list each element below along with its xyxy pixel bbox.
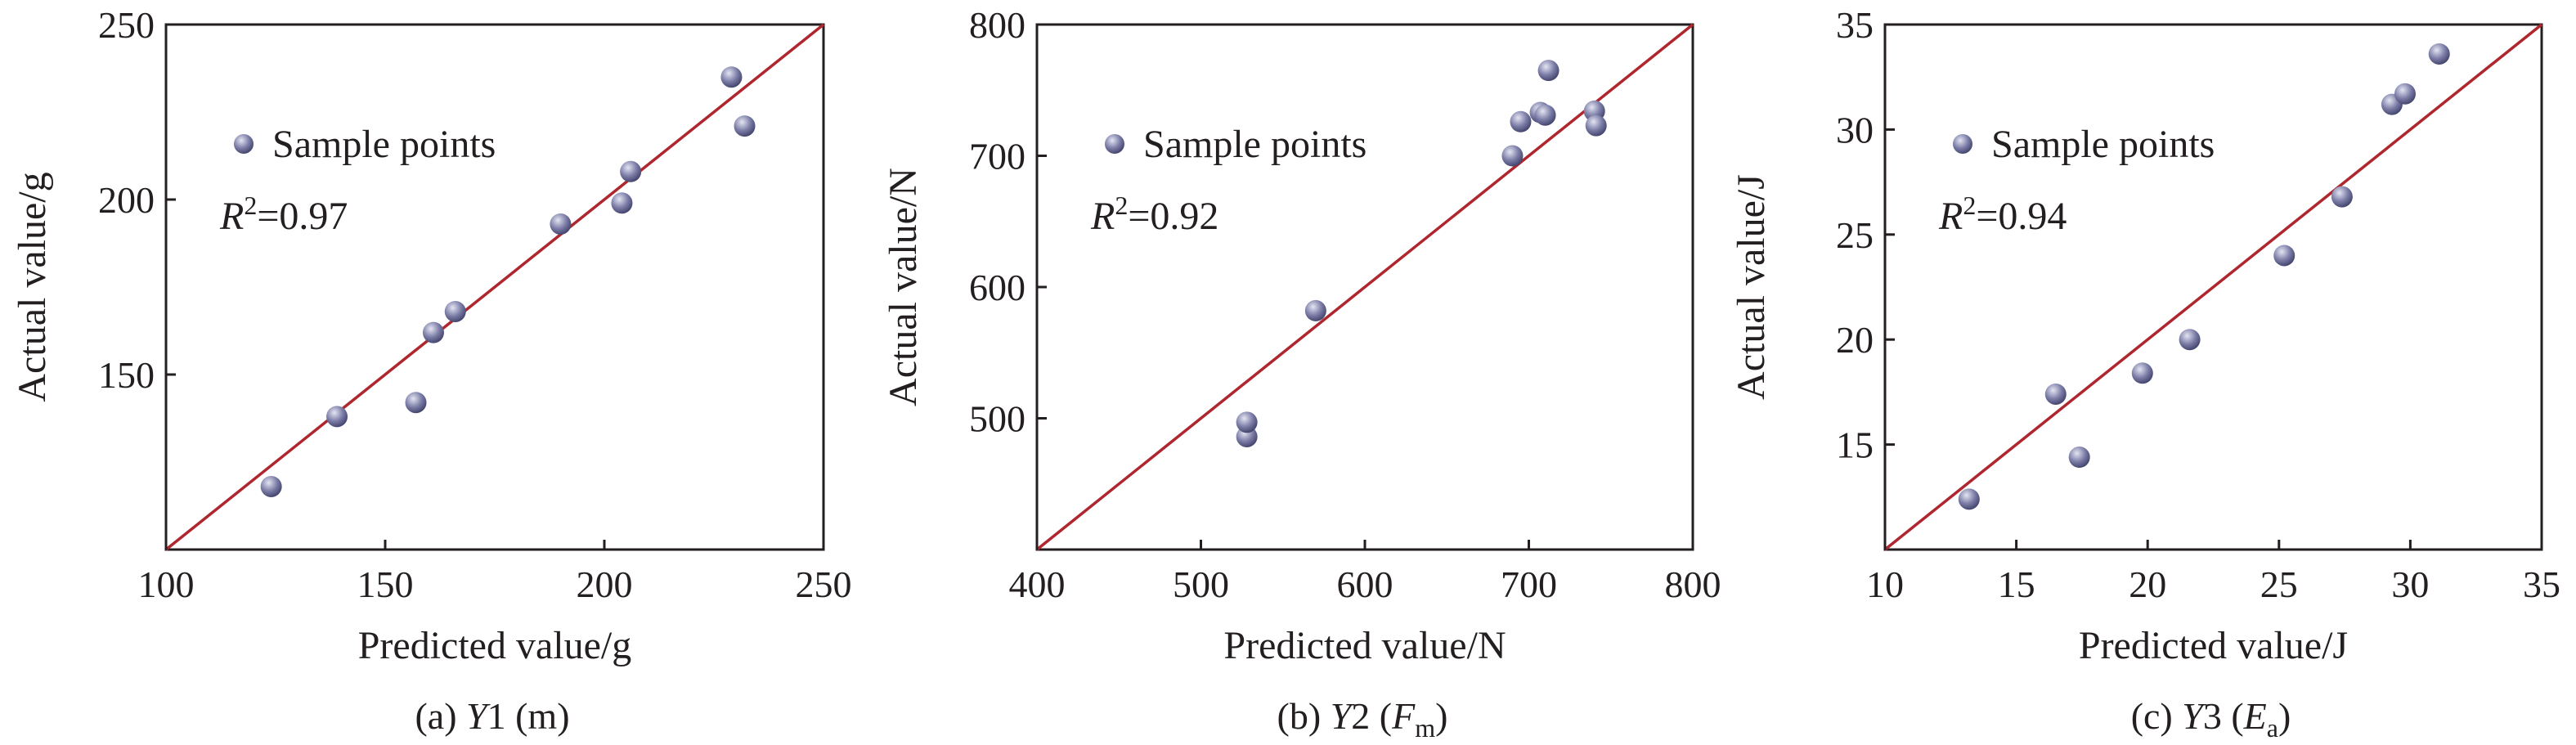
data-point [2068, 447, 2090, 469]
y-tick-label: 30 [1836, 109, 1874, 150]
data-point [2394, 83, 2416, 105]
x-tick-label: 25 [2260, 563, 2298, 605]
x-axis-label: Predicted value/g [358, 624, 632, 667]
x-tick-label: 35 [2523, 563, 2560, 605]
x-tick-label: 250 [796, 563, 852, 605]
chart-panel-1: 100 150 200 250 150 200 250 Predicted value/g Ac… [11, 4, 852, 737]
x-axis-label: Predicted value/J [2079, 624, 2348, 667]
r-squared-annotation: R2=0.97 [219, 191, 348, 238]
data-point [1501, 145, 1524, 167]
y-tick-label: 200 [98, 179, 155, 221]
chart-panel-3: 10 15 20 25 30 35 15 20 25 30 35 Predicted value/J A… [1730, 4, 2560, 743]
x-tick-label: 10 [1866, 563, 1904, 605]
y-tick-label: 20 [1836, 319, 1874, 361]
y-tick-label: 600 [969, 267, 1025, 308]
data-point [1304, 299, 1326, 321]
plot-frame [1883, 23, 2543, 551]
x-tick-label: 600 [1337, 563, 1393, 605]
data-point [734, 115, 756, 137]
data-point [620, 160, 642, 182]
panel-caption: (c) Y3 (Ea) [2131, 695, 2291, 743]
y-tick-label: 800 [969, 4, 1025, 46]
x-tick-label: 15 [1998, 563, 2035, 605]
x-tick-label: 150 [357, 563, 414, 605]
x-tick-label: 200 [577, 563, 633, 605]
x-tick-label: 100 [138, 563, 195, 605]
x-axis-label: Predicted value/N [1223, 624, 1506, 667]
y-tick-label: 15 [1836, 424, 1874, 466]
y-axis-label: Actual value/N [882, 168, 925, 406]
x-tick-label: 400 [1009, 563, 1066, 605]
y-tick-label: 500 [969, 398, 1025, 440]
data-point [550, 213, 572, 235]
data-point [2273, 245, 2296, 267]
data-point [1585, 114, 1607, 137]
x-tick-label: 800 [1665, 563, 1721, 605]
y-tick-label: 150 [98, 354, 155, 396]
plot-frame [164, 23, 825, 551]
legend-marker [1953, 134, 1972, 154]
y-tick-label: 250 [98, 4, 155, 46]
reference-line [1035, 23, 1694, 551]
data-point [326, 406, 348, 428]
panel-caption: (b) Y2 (Fm) [1277, 695, 1448, 743]
legend-label: Sample points [1991, 123, 2215, 166]
data-point [2331, 186, 2353, 208]
data-point [1534, 104, 1556, 126]
y-axis-label: Actual value/g [11, 172, 54, 402]
data-point [2428, 43, 2450, 65]
y-tick-label: 700 [969, 136, 1025, 177]
legend-label: Sample points [1143, 123, 1367, 166]
data-point [2044, 383, 2067, 405]
legend-marker [1105, 134, 1124, 154]
y-tick-label: 35 [1836, 4, 1874, 46]
data-point [1958, 488, 1980, 510]
r-squared-annotation: R2=0.94 [1938, 191, 2067, 238]
data-point [2131, 362, 2153, 384]
x-tick-label: 500 [1173, 563, 1229, 605]
r-squared-annotation: R2=0.92 [1090, 191, 1218, 238]
data-point [1537, 60, 1560, 82]
data-point [720, 66, 743, 88]
x-tick-label: 20 [2129, 563, 2166, 605]
reference-line [164, 23, 825, 551]
x-tick-label: 700 [1501, 563, 1557, 605]
y-tick-label: 25 [1836, 214, 1874, 256]
data-point [2179, 329, 2201, 351]
chart-panel-2: 400 500 600 700 800 500 600 700 800 Predicted val… [882, 4, 1721, 743]
data-point [422, 321, 444, 343]
x-tick-label: 30 [2391, 563, 2429, 605]
data-point [1510, 110, 1532, 132]
legend-marker [234, 134, 254, 154]
data-point [444, 300, 466, 322]
data-point [260, 475, 282, 497]
data-point [405, 392, 427, 414]
data-point [1236, 411, 1258, 433]
reference-line [1883, 23, 2543, 551]
legend-label: Sample points [272, 123, 496, 166]
panel-caption: (a) Y1 (m) [415, 695, 569, 737]
data-point [611, 192, 633, 214]
y-axis-label: Actual value/J [1730, 174, 1773, 400]
